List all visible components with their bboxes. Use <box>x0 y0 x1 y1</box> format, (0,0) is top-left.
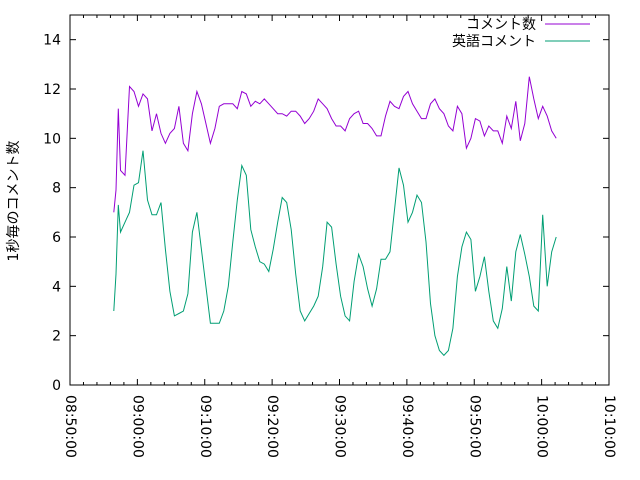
x-tick-label: 08:50:00 <box>62 395 78 458</box>
axes <box>69 14 610 386</box>
y-tick-label: 4 <box>52 279 61 295</box>
y-tick-label: 2 <box>52 329 61 345</box>
y-axis-label: 1秒毎のコメント数 <box>6 141 22 262</box>
y-tick-label: 12 <box>43 82 61 98</box>
x-tick-label: 10:00:00 <box>534 395 550 458</box>
legend-label-0: コメント数 <box>466 17 536 33</box>
series-lines <box>113 76 557 357</box>
x-tick-label: 09:40:00 <box>399 395 415 458</box>
y-tick-label: 10 <box>43 131 61 147</box>
x-tick-label: 09:00:00 <box>129 395 145 458</box>
x-tick-label: 09:50:00 <box>466 395 482 458</box>
legend-label-1: 英語コメント <box>452 33 536 50</box>
series-line-0 <box>113 76 557 213</box>
x-tick-label: 09:20:00 <box>264 395 280 458</box>
plot-frame <box>69 14 610 386</box>
y-tick-label: 0 <box>52 378 61 394</box>
series-line-1 <box>113 150 557 357</box>
x-tick-label: 10:10:00 <box>601 395 617 458</box>
y-tick-label: 14 <box>43 33 61 49</box>
y-tick-label: 6 <box>52 230 61 246</box>
ticks: 0 2 4 6 8 10 12 14 08:50:00 09:00:00 09:10:00 09:20… <box>43 15 617 458</box>
x-tick-label: 09:30:00 <box>332 395 348 458</box>
y-tick-label: 8 <box>52 181 61 197</box>
x-tick-label: 09:10:00 <box>197 395 213 458</box>
